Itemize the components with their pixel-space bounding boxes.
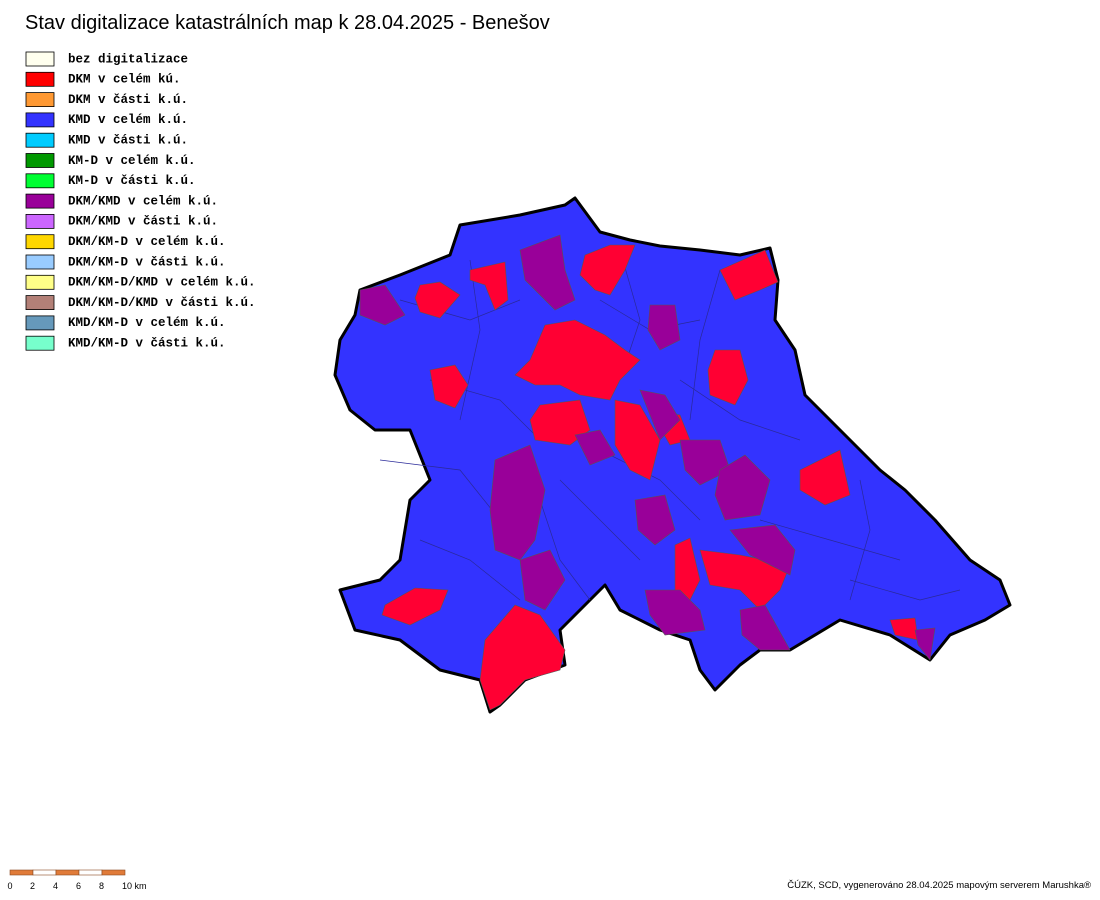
legend-label: KMD/KM-D v části k.ú. — [68, 336, 226, 350]
region-dkm-kmd — [489, 444, 546, 561]
legend-label: DKM/KMD v celém k.ú. — [68, 194, 218, 208]
legend-label: KMD v celém k.ú. — [68, 113, 188, 127]
legend-swatch — [25, 153, 55, 168]
region-dkm — [674, 537, 701, 601]
region-dkm — [579, 244, 636, 296]
legend-label: KM-D v části k.ú. — [68, 174, 196, 188]
region-dkm — [799, 449, 851, 506]
region-dkm-kmd — [519, 549, 566, 611]
legend-label: DKM/KM-D/KMD v celém k.ú. — [68, 276, 256, 290]
scale-segment — [9, 869, 34, 876]
legend-label: KMD v části k.ú. — [68, 133, 188, 147]
legend-swatch — [25, 51, 55, 67]
region-dkm — [699, 549, 791, 611]
scale-label: 8 — [99, 881, 104, 891]
region-dkm — [529, 399, 591, 446]
legend-label: DKM/KM-D v celém k.ú. — [68, 235, 226, 249]
district-outline — [333, 196, 1012, 714]
region-dkm — [707, 349, 749, 406]
legend-swatch — [25, 132, 55, 148]
region-dkm — [381, 587, 449, 626]
region-dkm-kmd — [574, 429, 616, 466]
scale-label: 10 km — [122, 881, 147, 891]
region-dkm — [614, 399, 661, 481]
title: Stav digitalizace katastrálních map k 28… — [25, 12, 550, 34]
legend-label: KM-D v celém k.ú. — [68, 154, 196, 168]
scale-segment — [32, 869, 57, 876]
legend-swatch — [25, 71, 55, 87]
legend-swatch — [25, 234, 55, 250]
region-dkm — [414, 281, 461, 319]
scale-label: 0 — [7, 881, 12, 891]
footer-credit: ČÚZK, SCD, vygenerováno 28.04.2025 mapov… — [787, 880, 1091, 891]
legend-swatch — [25, 254, 55, 270]
region-dkm — [469, 261, 509, 311]
legend-swatch — [25, 335, 55, 351]
scale-label: 2 — [30, 881, 35, 891]
legend-swatch — [25, 274, 55, 290]
region-dkm-kmd — [359, 284, 406, 326]
region-dkm-kmd — [647, 304, 681, 351]
scale-segment — [78, 869, 103, 876]
legend-swatch — [25, 315, 55, 331]
legend-label: KMD/KM-D v celém k.ú. — [68, 316, 226, 330]
cadastral-borders — [379, 249, 961, 601]
legend-swatch — [25, 112, 55, 128]
region-dkm-kmd — [519, 234, 576, 311]
map — [333, 196, 1012, 714]
legend-swatch — [25, 173, 55, 189]
legend-swatch — [25, 92, 55, 107]
region-dkm — [429, 364, 469, 409]
legend-label: DKM v celém kú. — [68, 73, 181, 87]
legend: bez digitalizace DKM v celém kú. DKM v čás… — [25, 51, 256, 351]
scale-labels: 0 2 4 6 8 10 km — [7, 881, 146, 891]
region-dkm-kmd — [639, 389, 681, 441]
legend-label: DKM/KM-D/KMD v části k.ú. — [68, 296, 256, 310]
region-dkm — [479, 604, 566, 711]
region-dkm-kmd — [634, 494, 676, 546]
region-dkm — [719, 249, 779, 301]
region-dkm — [514, 319, 641, 401]
scale-label: 6 — [76, 881, 81, 891]
region-dkm-kmd — [644, 589, 706, 636]
scale-bar: 0 2 4 6 8 10 km — [7, 869, 147, 891]
region-dkm-kmd — [714, 454, 771, 521]
legend-label: DKM v části k.ú. — [68, 93, 188, 107]
region-dkm-kmd — [739, 604, 791, 651]
region-dkm-kmd — [679, 439, 731, 486]
legend-label: DKM/KM-D v části k.ú. — [68, 255, 226, 269]
legend-swatch — [25, 213, 55, 229]
scale-segment — [55, 869, 80, 876]
legend-swatch — [25, 295, 55, 311]
region-dkm-kmd — [729, 524, 796, 576]
legend-swatch — [25, 193, 55, 209]
scale-segment — [101, 869, 126, 876]
scale-label: 4 — [53, 881, 58, 891]
region-dkm-kmd — [914, 627, 936, 661]
legend-label: bez digitalizace — [68, 52, 188, 66]
legend-label: DKM/KMD v části k.ú. — [68, 215, 218, 229]
